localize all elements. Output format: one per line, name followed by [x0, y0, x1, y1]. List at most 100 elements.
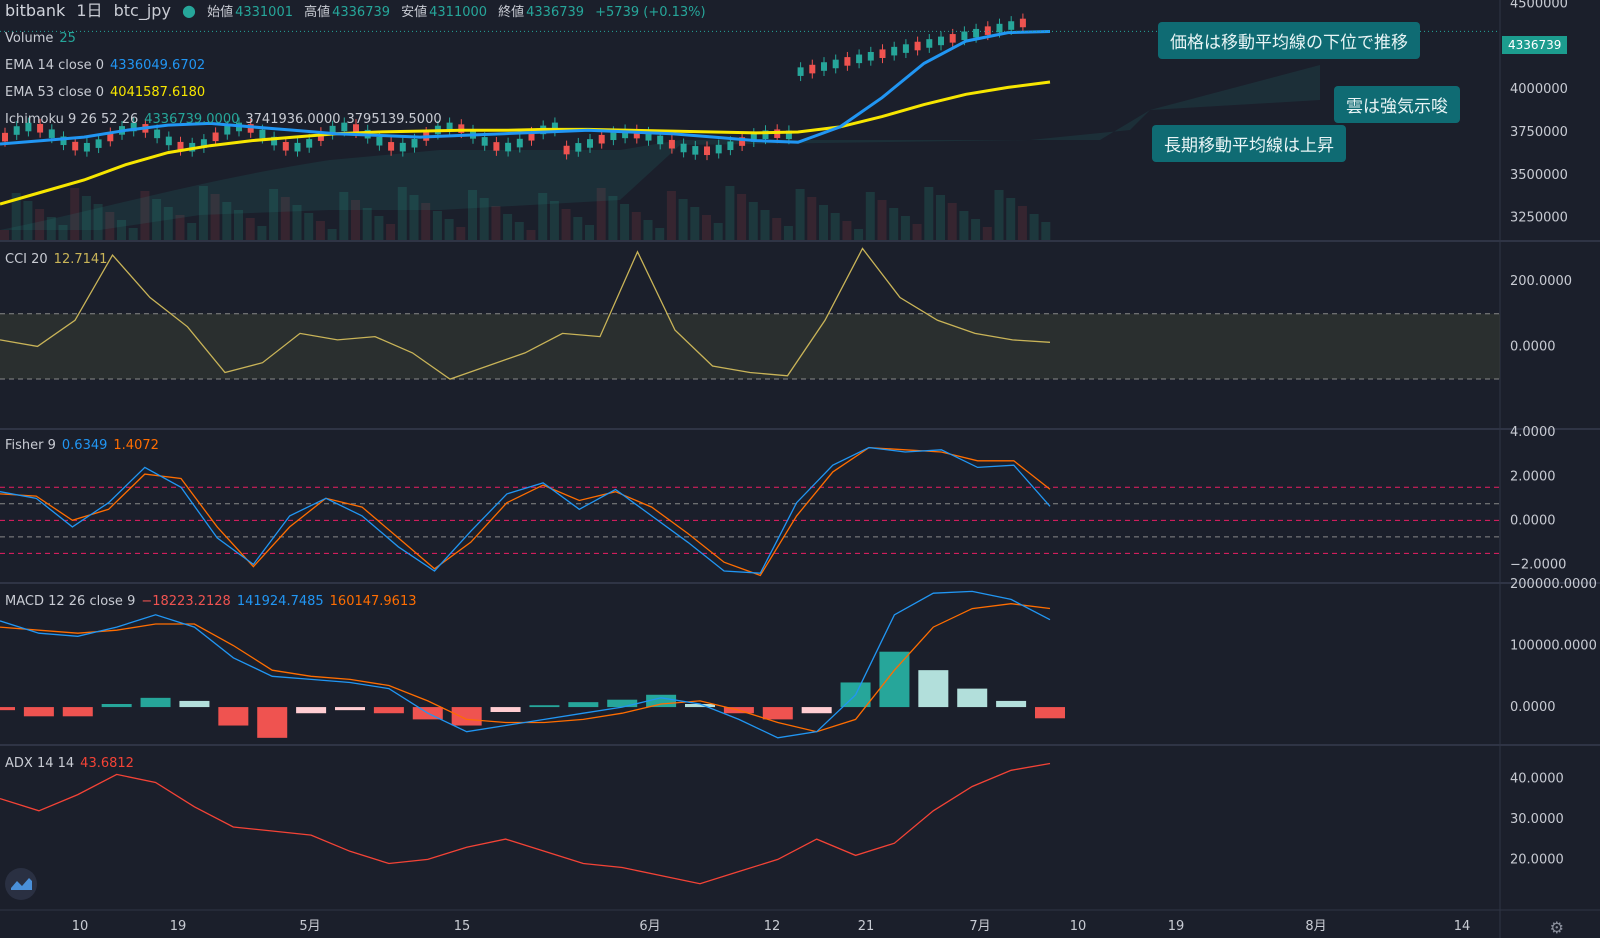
ema53-line	[0, 80, 1051, 206]
low-label: 安値	[401, 5, 428, 20]
adx-axis-tick: 30.0000	[1510, 812, 1564, 827]
callout-cloud-bullish[interactable]: 雲は強気示唆	[1334, 86, 1460, 123]
candle	[856, 54, 863, 64]
candle	[1019, 18, 1026, 28]
x-axis-tick: 21	[858, 919, 875, 934]
volume-bar	[468, 190, 477, 240]
volume-bar	[924, 187, 934, 240]
legend-cci[interactable]: CCI 20 12.7141	[5, 252, 108, 267]
candle	[388, 142, 395, 151]
volume-bar	[643, 220, 653, 240]
x-axis-tick: 10	[1070, 919, 1087, 934]
legend-volume[interactable]: Volume 25	[5, 31, 76, 46]
volume-bar	[351, 200, 360, 240]
exchange-name[interactable]: bitbank	[5, 1, 66, 20]
cci-band	[0, 313, 1500, 380]
volume-bar	[0, 230, 9, 240]
macd-histogram-bar	[568, 702, 599, 708]
candle	[165, 136, 172, 146]
volume-bar	[117, 220, 126, 240]
x-axis-tick: 19	[1168, 919, 1185, 934]
volume-bar	[327, 229, 337, 240]
volume-bar	[830, 213, 840, 240]
volume-bar	[842, 221, 852, 240]
candle	[821, 62, 827, 71]
candle	[48, 129, 55, 138]
interval[interactable]: 1日	[76, 1, 103, 20]
change-value: +5739 (+0.13%)	[595, 5, 706, 20]
x-axis-tick: 14	[1454, 919, 1471, 934]
volume-bar	[678, 199, 688, 240]
legend-adx[interactable]: ADX 14 14 43.6812	[5, 756, 134, 771]
tradingview-logo-icon[interactable]	[5, 868, 37, 900]
callout-price-below-ma[interactable]: 価格は移動平均線の下位で推移	[1158, 22, 1420, 59]
volume-bar	[35, 209, 45, 240]
status-dot-icon: ●	[182, 1, 196, 20]
candle	[1008, 21, 1015, 30]
volume-bar	[210, 194, 220, 240]
candle	[610, 131, 617, 141]
callout-long-ma-rising[interactable]: 長期移動平均線は上昇	[1152, 125, 1346, 162]
volume-bar	[128, 228, 138, 240]
symbol[interactable]: btc_jpy	[113, 1, 171, 20]
macd-line	[0, 590, 1051, 739]
candle	[294, 142, 301, 152]
cci-line	[0, 247, 1051, 380]
candle	[879, 49, 886, 58]
volume-bar	[713, 223, 723, 240]
fisher-axis-tick: 4.0000	[1510, 425, 1556, 440]
open-value: 4331001	[235, 5, 293, 20]
macd-histogram-bar	[879, 651, 910, 708]
candle	[750, 133, 757, 142]
volume-bar	[690, 207, 700, 240]
ema14-line	[0, 30, 1051, 146]
candle	[481, 137, 488, 146]
macd-histogram-bar	[62, 707, 93, 717]
volume-bar	[585, 225, 594, 240]
macd-histogram-bar	[762, 707, 793, 720]
candle	[902, 44, 909, 53]
candle	[984, 26, 991, 35]
macd-axis-tick: 0.0000	[1510, 700, 1556, 715]
volume-bar	[315, 221, 325, 240]
volume-bar	[538, 193, 548, 240]
macd-axis-tick: 100000.0000	[1510, 639, 1597, 654]
legend-ema53[interactable]: EMA 53 close 0 4041587.6180	[5, 85, 206, 100]
macd-histogram-bar	[373, 707, 404, 714]
volume-bar	[760, 210, 770, 240]
volume-bar	[11, 193, 21, 240]
close-label: 終値	[498, 5, 525, 20]
candle	[668, 139, 675, 149]
candle	[130, 122, 137, 132]
fisher-axis-tick: 0.0000	[1510, 513, 1556, 528]
candle	[973, 28, 980, 38]
price-axis-tick: 3750000	[1510, 125, 1568, 140]
candle	[376, 136, 383, 146]
adx-axis-tick: 20.0000	[1510, 852, 1564, 867]
x-axis-tick: 7月	[969, 919, 990, 934]
candle	[224, 125, 231, 135]
candle	[762, 130, 769, 139]
candle	[458, 124, 465, 133]
volume-bar	[795, 189, 805, 240]
fisher-axis-tick: −2.0000	[1510, 557, 1566, 572]
candle	[551, 122, 558, 132]
candle	[493, 142, 500, 151]
macd-histogram-bar	[23, 707, 54, 717]
legend-fisher[interactable]: Fisher 9 0.6349 1.4072	[5, 438, 159, 453]
legend-ema14[interactable]: EMA 14 close 0 4336049.6702	[5, 58, 206, 73]
candle	[212, 132, 219, 142]
volume-bar	[409, 195, 419, 240]
legend-macd[interactable]: MACD 12 26 close 9 −18223.2128 141924.7485…	[5, 594, 417, 609]
candle	[715, 144, 722, 154]
candle	[622, 129, 629, 139]
price-axis-tick: 4500000	[1510, 0, 1568, 11]
legend-ichimoku[interactable]: Ichimoku 9 26 52 26 4336739.0000 3741936.0…	[5, 112, 442, 127]
volume-bar	[526, 230, 536, 240]
macd-histogram-bar	[607, 699, 638, 708]
settings-gear-icon[interactable]: ⚙	[1549, 918, 1564, 937]
macd-histogram-bar	[257, 707, 288, 738]
volume-bar	[889, 208, 899, 240]
candle	[587, 139, 593, 148]
